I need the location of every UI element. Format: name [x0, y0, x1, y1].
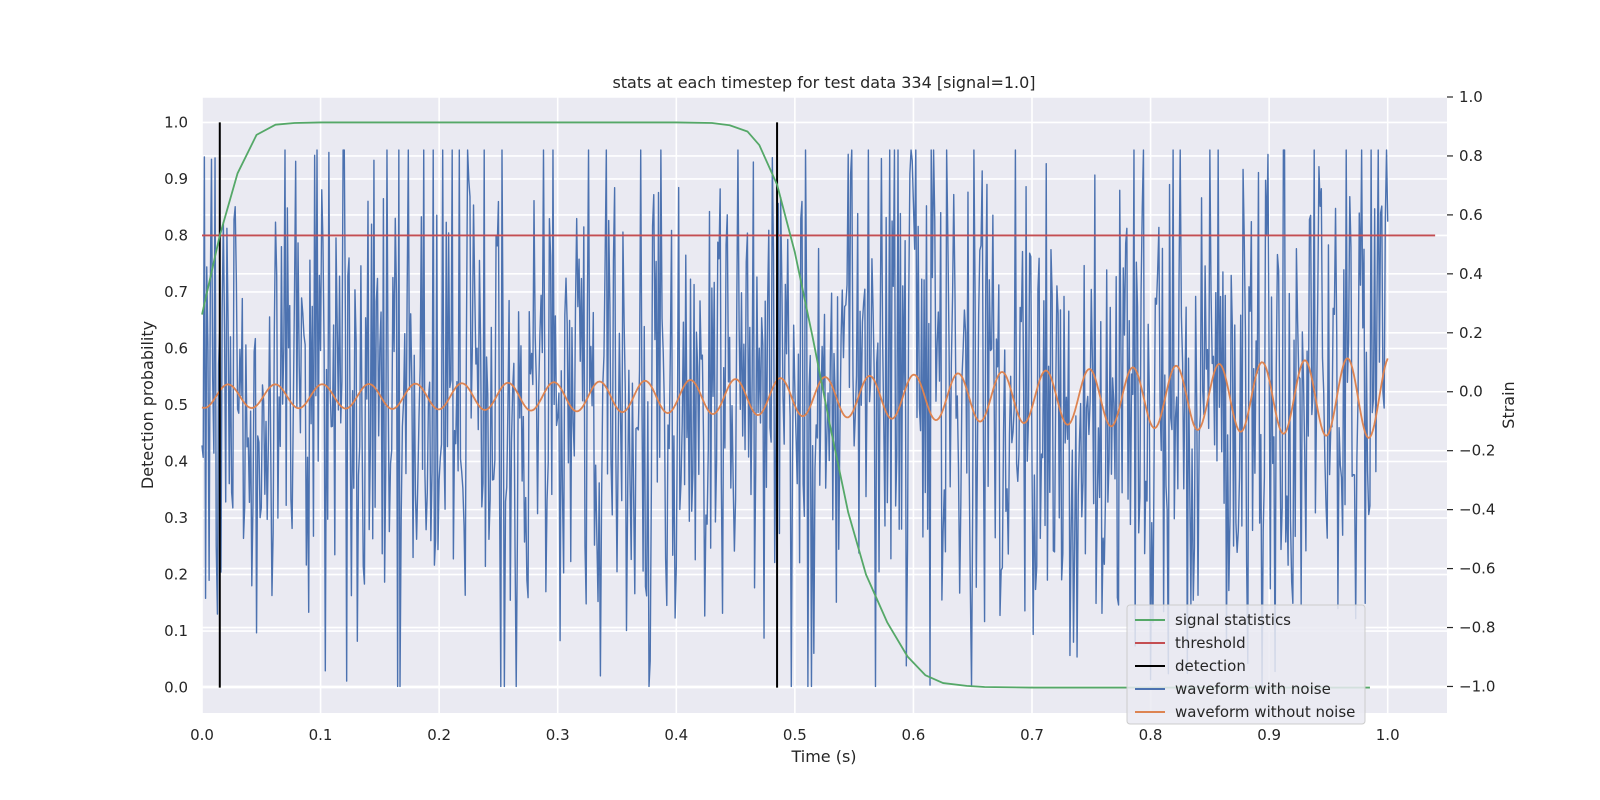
series-layer	[201, 121, 1436, 689]
legend-label: detection	[1175, 657, 1246, 675]
y2-tick-label: −0.6	[1459, 560, 1495, 578]
legend-label: waveform with noise	[1175, 680, 1331, 698]
x-tick-label: 1.0	[1376, 726, 1400, 744]
y-tick-label: 0.9	[164, 170, 188, 188]
legend-label: signal statistics	[1175, 611, 1291, 629]
x-tick-label: 0.1	[309, 726, 333, 744]
y2-tick-label: 0.0	[1459, 383, 1483, 401]
legend-label: waveform without noise	[1175, 703, 1355, 721]
y2-tick-label: −0.4	[1459, 501, 1495, 519]
y2-tick-label: −0.8	[1459, 619, 1495, 637]
y-tick-label: 0.6	[164, 339, 188, 357]
x-tick-label: 0.6	[902, 726, 926, 744]
y-tick-label: 0.5	[164, 396, 188, 414]
x-tick-label: 0.3	[546, 726, 570, 744]
chart-title: stats at each timestep for test data 334…	[612, 73, 1035, 92]
y-tick-label: 0.2	[164, 566, 188, 584]
x-axis-label: Time (s)	[790, 747, 856, 766]
y-axis-label: Detection probability	[138, 321, 157, 489]
y-tick-label: 0.4	[164, 453, 188, 471]
y2-tick-label: 0.4	[1459, 265, 1483, 283]
signal-statistics-line	[201, 121, 1370, 689]
waveform-with-noise-line	[201, 149, 1389, 688]
x-tick-label: 0.2	[427, 726, 451, 744]
x-tick-label: 0.8	[1139, 726, 1163, 744]
y2-tick-label: 1.0	[1459, 88, 1483, 106]
y2-axis-label: Strain	[1499, 381, 1518, 428]
legend: signal statistics threshold detection wavef…	[1126, 604, 1366, 725]
x-tick-label: 0.9	[1257, 726, 1281, 744]
y-tick-label: 0.0	[164, 679, 188, 697]
y2-tick-label: 0.2	[1459, 324, 1483, 342]
legend-label: threshold	[1175, 634, 1246, 652]
y2-tick-label: −0.2	[1459, 442, 1495, 460]
legend-box	[1126, 604, 1366, 725]
x-tick-label: 0.7	[1020, 726, 1044, 744]
y-tick-label: 0.7	[164, 283, 188, 301]
x-tick-label: 0.4	[664, 726, 688, 744]
y2-tick-label: 0.6	[1459, 206, 1483, 224]
waveform-without-noise-line	[201, 357, 1389, 439]
y-tick-label: 0.8	[164, 226, 188, 244]
x-tick-label: 0.0	[190, 726, 214, 744]
ticks-layer: 0.0 0.1 0.2 0.3 0.4 0.5 0.6 0.7 0.8 0.9 1.0 0.0 0.1 0…	[164, 88, 1495, 744]
y-tick-label: 0.3	[164, 509, 188, 527]
y2-tick-label: −1.0	[1459, 677, 1495, 695]
y-tick-label: 1.0	[164, 113, 188, 131]
x-tick-label: 0.5	[783, 726, 807, 744]
y2-tick-label: 0.8	[1459, 147, 1483, 165]
y-tick-label: 0.1	[164, 622, 188, 640]
